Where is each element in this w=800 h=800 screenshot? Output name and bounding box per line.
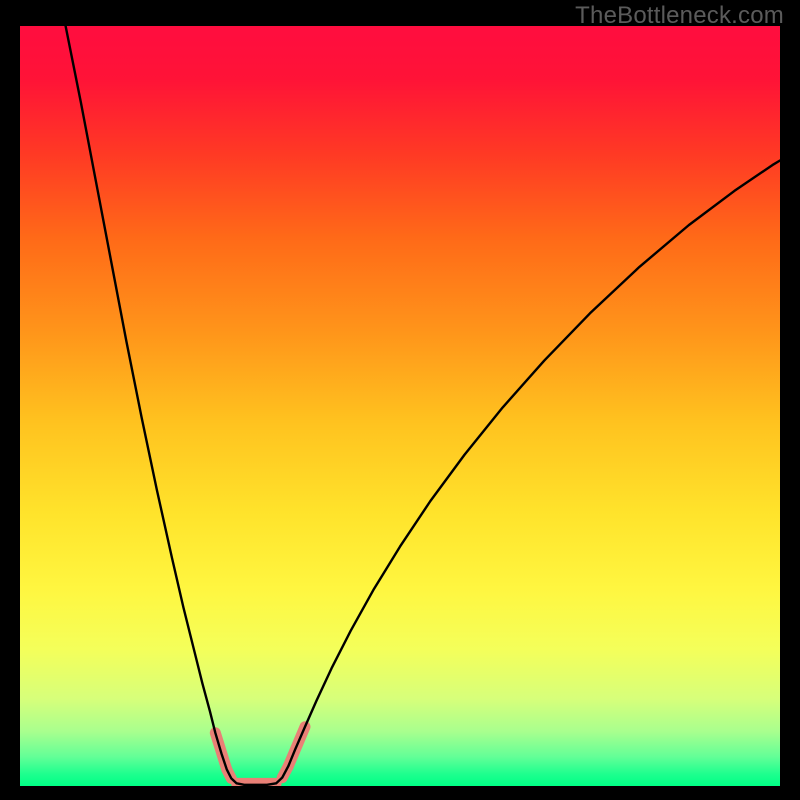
plot-inner xyxy=(20,26,780,786)
plot-frame xyxy=(20,26,780,786)
gradient-background xyxy=(20,26,780,786)
bottleneck-curve-chart xyxy=(20,26,780,786)
chart-stage: TheBottleneck.com xyxy=(0,0,800,800)
